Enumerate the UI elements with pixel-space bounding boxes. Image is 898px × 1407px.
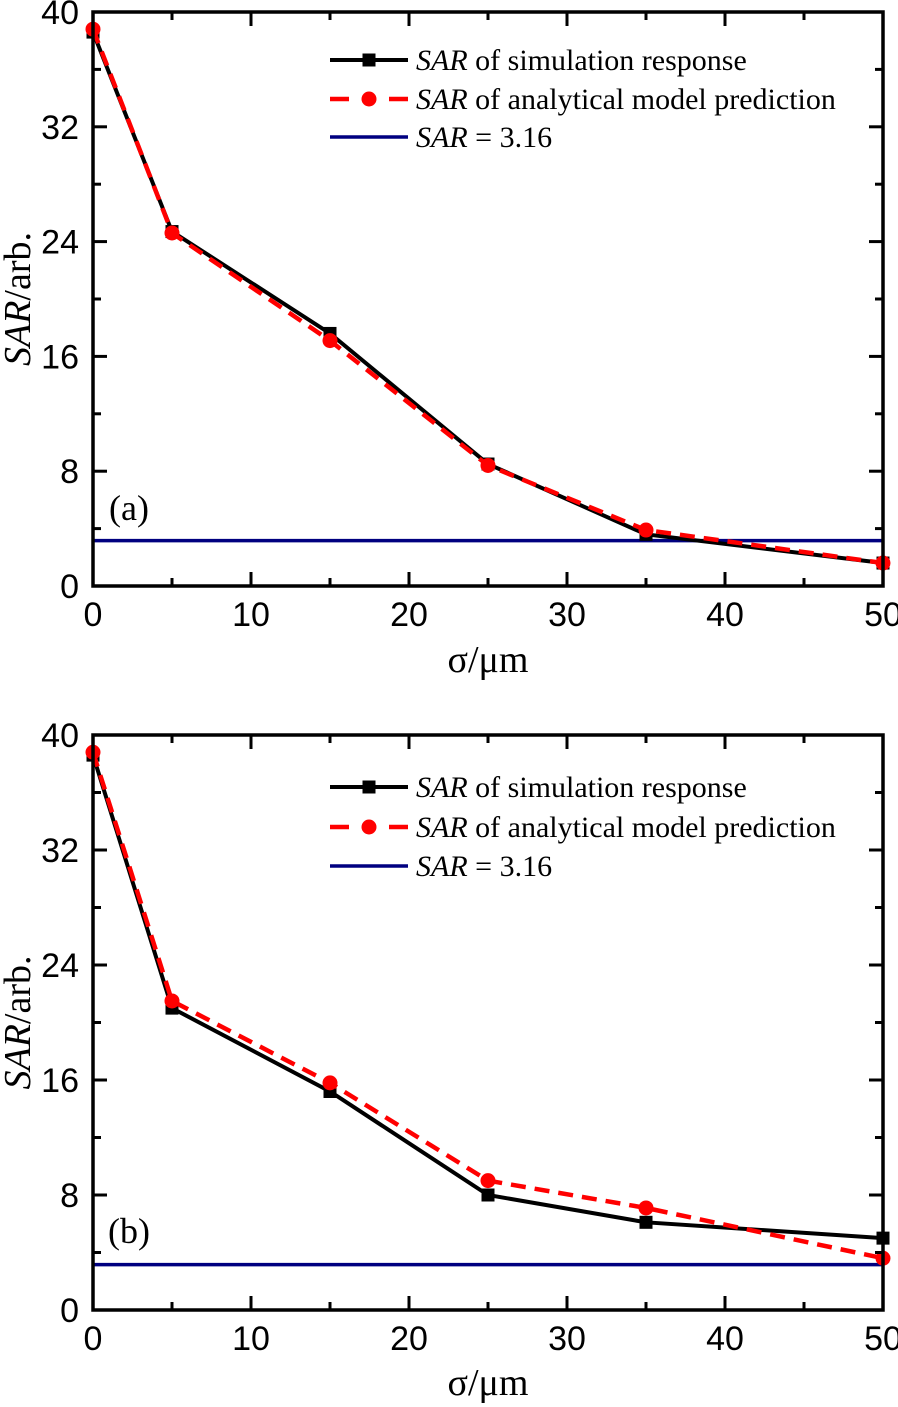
y-axis-tick-label: 24 xyxy=(41,947,79,985)
legend-label: SAR of analytical model prediction xyxy=(416,83,836,116)
series-analytical-marker xyxy=(322,333,338,349)
y-axis-title: SAR/arb. xyxy=(0,955,39,1089)
y-axis-title-rest: /arb. xyxy=(0,955,39,1024)
legend-label-italic: SAR xyxy=(416,811,468,844)
legend-square-marker xyxy=(362,53,376,67)
panel-a-chart: 0 10 20 30 40 50 0 8 16 24 32 40 σ/μm SAR/arb. (a) SAR … xyxy=(0,0,898,681)
series-analytical-marker xyxy=(164,993,180,1009)
panel-b-chart: 0 10 20 30 40 50 0 8 16 24 32 40 σ/μm SAR/arb. (b) SAR … xyxy=(0,717,898,1404)
series-simulation-marker xyxy=(639,1215,653,1229)
y-axis-tick-label: 32 xyxy=(41,832,79,870)
y-axis-title-italic: SAR xyxy=(0,301,39,366)
legend-circle-marker xyxy=(361,819,377,835)
y-axis-tick-label: 40 xyxy=(41,717,79,755)
series-analytical-marker xyxy=(638,522,654,538)
legend-label-italic: SAR xyxy=(416,121,468,154)
y-axis-tick-label: 0 xyxy=(60,568,79,606)
y-axis-tick-label: 8 xyxy=(60,1177,79,1215)
legend-label: SAR of simulation response xyxy=(416,771,747,804)
series-analytical-marker xyxy=(322,1075,338,1091)
x-axis-tick-label: 50 xyxy=(864,1320,898,1358)
x-axis-tick-label: 20 xyxy=(390,1320,428,1358)
x-axis-tick-label: 0 xyxy=(84,1320,103,1358)
x-axis-tick-label: 30 xyxy=(548,596,586,634)
legend-label-italic: SAR xyxy=(416,850,468,883)
panel-letter: (a) xyxy=(109,488,149,528)
legend-label-rest: of simulation response xyxy=(468,771,747,804)
x-axis-tick-label: 20 xyxy=(390,596,428,634)
x-axis-tick-label: 30 xyxy=(548,1320,586,1358)
legend-item: SAR = 3.16 xyxy=(330,121,552,154)
legend-label-italic: SAR xyxy=(416,44,468,77)
legend-label-rest: of simulation response xyxy=(468,44,747,77)
legend-label-rest: of analytical model prediction xyxy=(468,811,836,844)
x-axis-title: σ/μm xyxy=(448,1362,529,1404)
legend-label: SAR = 3.16 xyxy=(416,121,552,154)
legend-label-rest: = 3.16 xyxy=(468,850,552,883)
legend-label: SAR = 3.16 xyxy=(416,850,552,883)
y-axis-title: SAR/arb. xyxy=(0,232,39,366)
x-axis-tick-label: 40 xyxy=(706,1320,744,1358)
series-analytical-line xyxy=(90,28,884,566)
series-analytical-marker xyxy=(480,457,496,473)
x-axis-tick-label: 40 xyxy=(706,596,744,634)
legend-label-rest: = 3.16 xyxy=(468,121,552,154)
y-axis-tick-label: 0 xyxy=(60,1292,79,1330)
legend-label: SAR of analytical model prediction xyxy=(416,811,836,844)
legend-item: SAR = 3.16 xyxy=(330,850,552,883)
legend-label-italic: SAR xyxy=(416,771,468,804)
legend-label: SAR of simulation response xyxy=(416,44,747,77)
series-analytical-marker xyxy=(164,225,180,241)
legend-item: SAR of analytical model prediction xyxy=(330,811,836,844)
y-axis-title-rest: /arb. xyxy=(0,232,39,301)
x-axis-tick-label: 10 xyxy=(232,596,270,634)
y-axis-title-italic: SAR xyxy=(0,1024,39,1089)
x-axis-tick-label: 50 xyxy=(864,596,898,634)
series-analytical-line xyxy=(90,751,884,1261)
y-axis-tick-label: 16 xyxy=(41,1062,79,1100)
y-axis-tick-label: 16 xyxy=(41,338,79,376)
series-analytical-marker xyxy=(638,1200,654,1216)
legend-label-rest: of analytical model prediction xyxy=(468,83,836,116)
panel-b: 0 10 20 30 40 50 0 8 16 24 32 40 σ/μm SAR/arb. (b) SAR … xyxy=(0,690,898,1407)
legend-circle-marker xyxy=(361,91,377,107)
x-axis-tick-label: 10 xyxy=(232,1320,270,1358)
legend-item: SAR of simulation response xyxy=(330,44,747,77)
legend-label-italic: SAR xyxy=(416,83,468,116)
series-simulation-marker xyxy=(481,1188,495,1202)
legend-item: SAR of analytical model prediction xyxy=(330,83,836,116)
y-axis-tick-label: 24 xyxy=(41,224,79,262)
y-axis-tick-label: 40 xyxy=(41,0,79,32)
panel-letter: (b) xyxy=(108,1211,150,1251)
y-axis-tick-label: 32 xyxy=(41,109,79,147)
x-axis-tick-label: 0 xyxy=(84,596,103,634)
series-analytical-marker xyxy=(480,1173,496,1189)
x-axis-title: σ/μm xyxy=(448,639,529,681)
legend-item: SAR of simulation response xyxy=(330,771,747,804)
legend-square-marker xyxy=(362,780,376,794)
y-axis-tick-label: 8 xyxy=(60,453,79,491)
panel-a: 0 10 20 30 40 50 0 8 16 24 32 40 σ/μm SAR/arb. (a) SAR … xyxy=(0,0,898,690)
